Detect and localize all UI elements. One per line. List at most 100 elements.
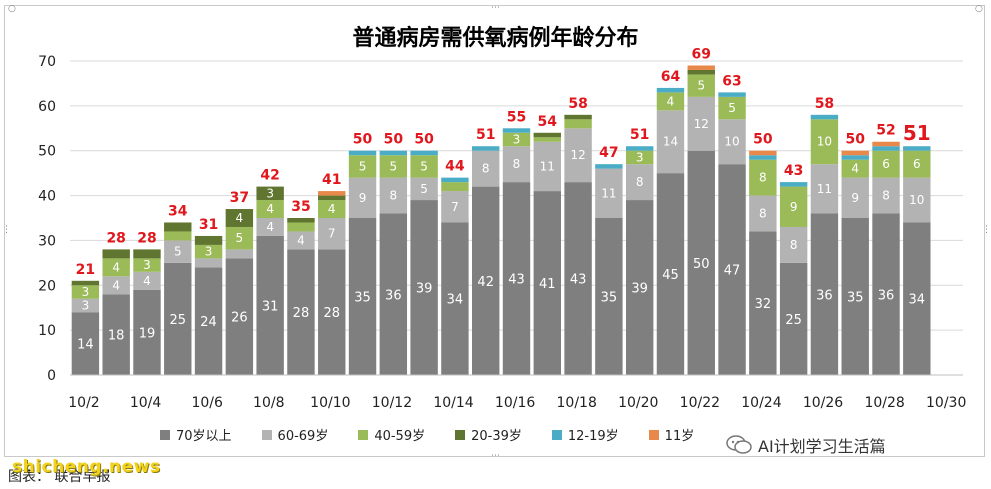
data-label: 7 bbox=[451, 200, 459, 214]
bar-segment bbox=[225, 226, 254, 250]
bar-segment bbox=[872, 141, 900, 147]
bar-segment bbox=[687, 65, 715, 70]
data-label: 8 bbox=[759, 207, 767, 221]
bar-segment bbox=[164, 240, 192, 263]
data-label: 43 bbox=[508, 273, 525, 288]
data-label: 10 bbox=[817, 135, 832, 149]
bar-segment bbox=[133, 258, 161, 272]
total-label: 28 bbox=[137, 230, 156, 246]
x-tick-label: 10/8 bbox=[253, 395, 284, 411]
bar-segment bbox=[533, 132, 561, 138]
y-tick-label: 70 bbox=[38, 54, 56, 70]
bar-segment bbox=[71, 298, 100, 313]
data-label: 42 bbox=[477, 275, 494, 290]
resize-handle-icon[interactable]: ○ bbox=[8, 4, 16, 14]
bar-segment bbox=[595, 168, 623, 218]
data-label: 28 bbox=[323, 306, 340, 321]
data-label: 4 bbox=[266, 220, 274, 234]
bar-segment bbox=[903, 150, 931, 178]
total-label: 50 bbox=[353, 132, 373, 148]
data-label: 18 bbox=[108, 329, 125, 344]
bar-segment bbox=[194, 267, 223, 375]
resize-handle-icon[interactable]: ⋯ bbox=[491, 3, 500, 13]
data-label: 19 bbox=[139, 326, 156, 341]
data-label: 5 bbox=[359, 159, 367, 173]
legend-swatch bbox=[261, 429, 272, 440]
legend-swatch bbox=[648, 429, 659, 440]
bar-segment bbox=[225, 258, 254, 375]
bar-segment bbox=[225, 209, 254, 227]
data-label: 36 bbox=[816, 288, 833, 303]
bar-segment bbox=[379, 213, 408, 375]
bar-segment bbox=[194, 235, 223, 245]
total-label: 28 bbox=[106, 230, 125, 246]
total-label: 63 bbox=[722, 73, 741, 89]
data-label: 8 bbox=[882, 189, 890, 203]
data-label: 12 bbox=[570, 148, 585, 162]
data-label: 11 bbox=[601, 186, 616, 200]
y-tick-label: 20 bbox=[38, 278, 56, 294]
bar-segment bbox=[625, 146, 654, 151]
bar-segment bbox=[225, 249, 254, 259]
bar-segment bbox=[348, 218, 377, 375]
total-label: 64 bbox=[661, 69, 681, 85]
bar-segment bbox=[318, 191, 346, 196]
bar-segment bbox=[656, 92, 685, 111]
data-label: 4 bbox=[328, 202, 336, 216]
account-label: AI计划学习生活篇 bbox=[726, 433, 886, 457]
y-tick-label: 40 bbox=[38, 189, 56, 205]
bar-segment bbox=[656, 110, 685, 174]
data-label: 9 bbox=[851, 191, 859, 205]
bar-segment bbox=[441, 191, 469, 223]
bar-segment bbox=[164, 231, 192, 241]
resize-handle-icon[interactable]: ⋮ bbox=[982, 225, 991, 235]
bar-segment bbox=[102, 276, 130, 295]
bar-segment bbox=[533, 141, 561, 192]
data-label: 4 bbox=[236, 211, 244, 225]
data-label: 25 bbox=[170, 313, 187, 328]
bar-segment bbox=[779, 186, 808, 227]
legend-swatch bbox=[160, 429, 170, 440]
resize-handle-icon[interactable]: ○ bbox=[975, 4, 983, 14]
bar-segment bbox=[410, 200, 438, 375]
bar-segment bbox=[810, 164, 839, 214]
bar-segment bbox=[718, 92, 746, 97]
bar-segment bbox=[133, 271, 161, 290]
total-label: 50 bbox=[845, 132, 865, 148]
data-label: 24 bbox=[200, 315, 217, 330]
bar-segment bbox=[348, 155, 377, 178]
total-label: 54 bbox=[538, 114, 558, 130]
bar-segment bbox=[903, 146, 931, 151]
data-label: 5 bbox=[728, 101, 736, 115]
bar-segment bbox=[841, 159, 869, 178]
data-label: 12 bbox=[694, 117, 709, 131]
bar-segment bbox=[595, 164, 623, 169]
x-tick-label: 10/18 bbox=[557, 395, 597, 411]
legend-item: 20-39岁 bbox=[455, 425, 522, 444]
resize-handle-icon[interactable]: ⋮ bbox=[2, 225, 11, 235]
data-label: 31 bbox=[262, 299, 279, 314]
resize-handle-icon[interactable]: ⋯ bbox=[491, 451, 500, 461]
legend-label: 12-19岁 bbox=[567, 429, 619, 444]
bar-segment bbox=[687, 96, 715, 151]
bar-segment bbox=[718, 119, 746, 165]
data-label: 35 bbox=[601, 291, 618, 306]
data-label: 5 bbox=[420, 159, 428, 173]
bar-segment bbox=[318, 218, 346, 250]
bar-segment bbox=[256, 235, 284, 375]
data-label: 10 bbox=[724, 135, 739, 149]
total-label: 58 bbox=[815, 96, 834, 112]
bar-segment bbox=[841, 218, 869, 375]
bar-segment bbox=[472, 186, 500, 375]
total-label: 50 bbox=[414, 132, 434, 148]
bar-segment bbox=[841, 150, 869, 156]
bar-segment bbox=[71, 285, 100, 299]
bar-segment bbox=[533, 191, 561, 375]
bar-segment bbox=[872, 146, 900, 151]
legend-label: 70岁以上 bbox=[176, 429, 232, 444]
data-label: 26 bbox=[231, 311, 248, 326]
bar-segment bbox=[318, 200, 346, 218]
total-label: 35 bbox=[291, 199, 310, 215]
y-tick-label: 30 bbox=[38, 233, 56, 249]
